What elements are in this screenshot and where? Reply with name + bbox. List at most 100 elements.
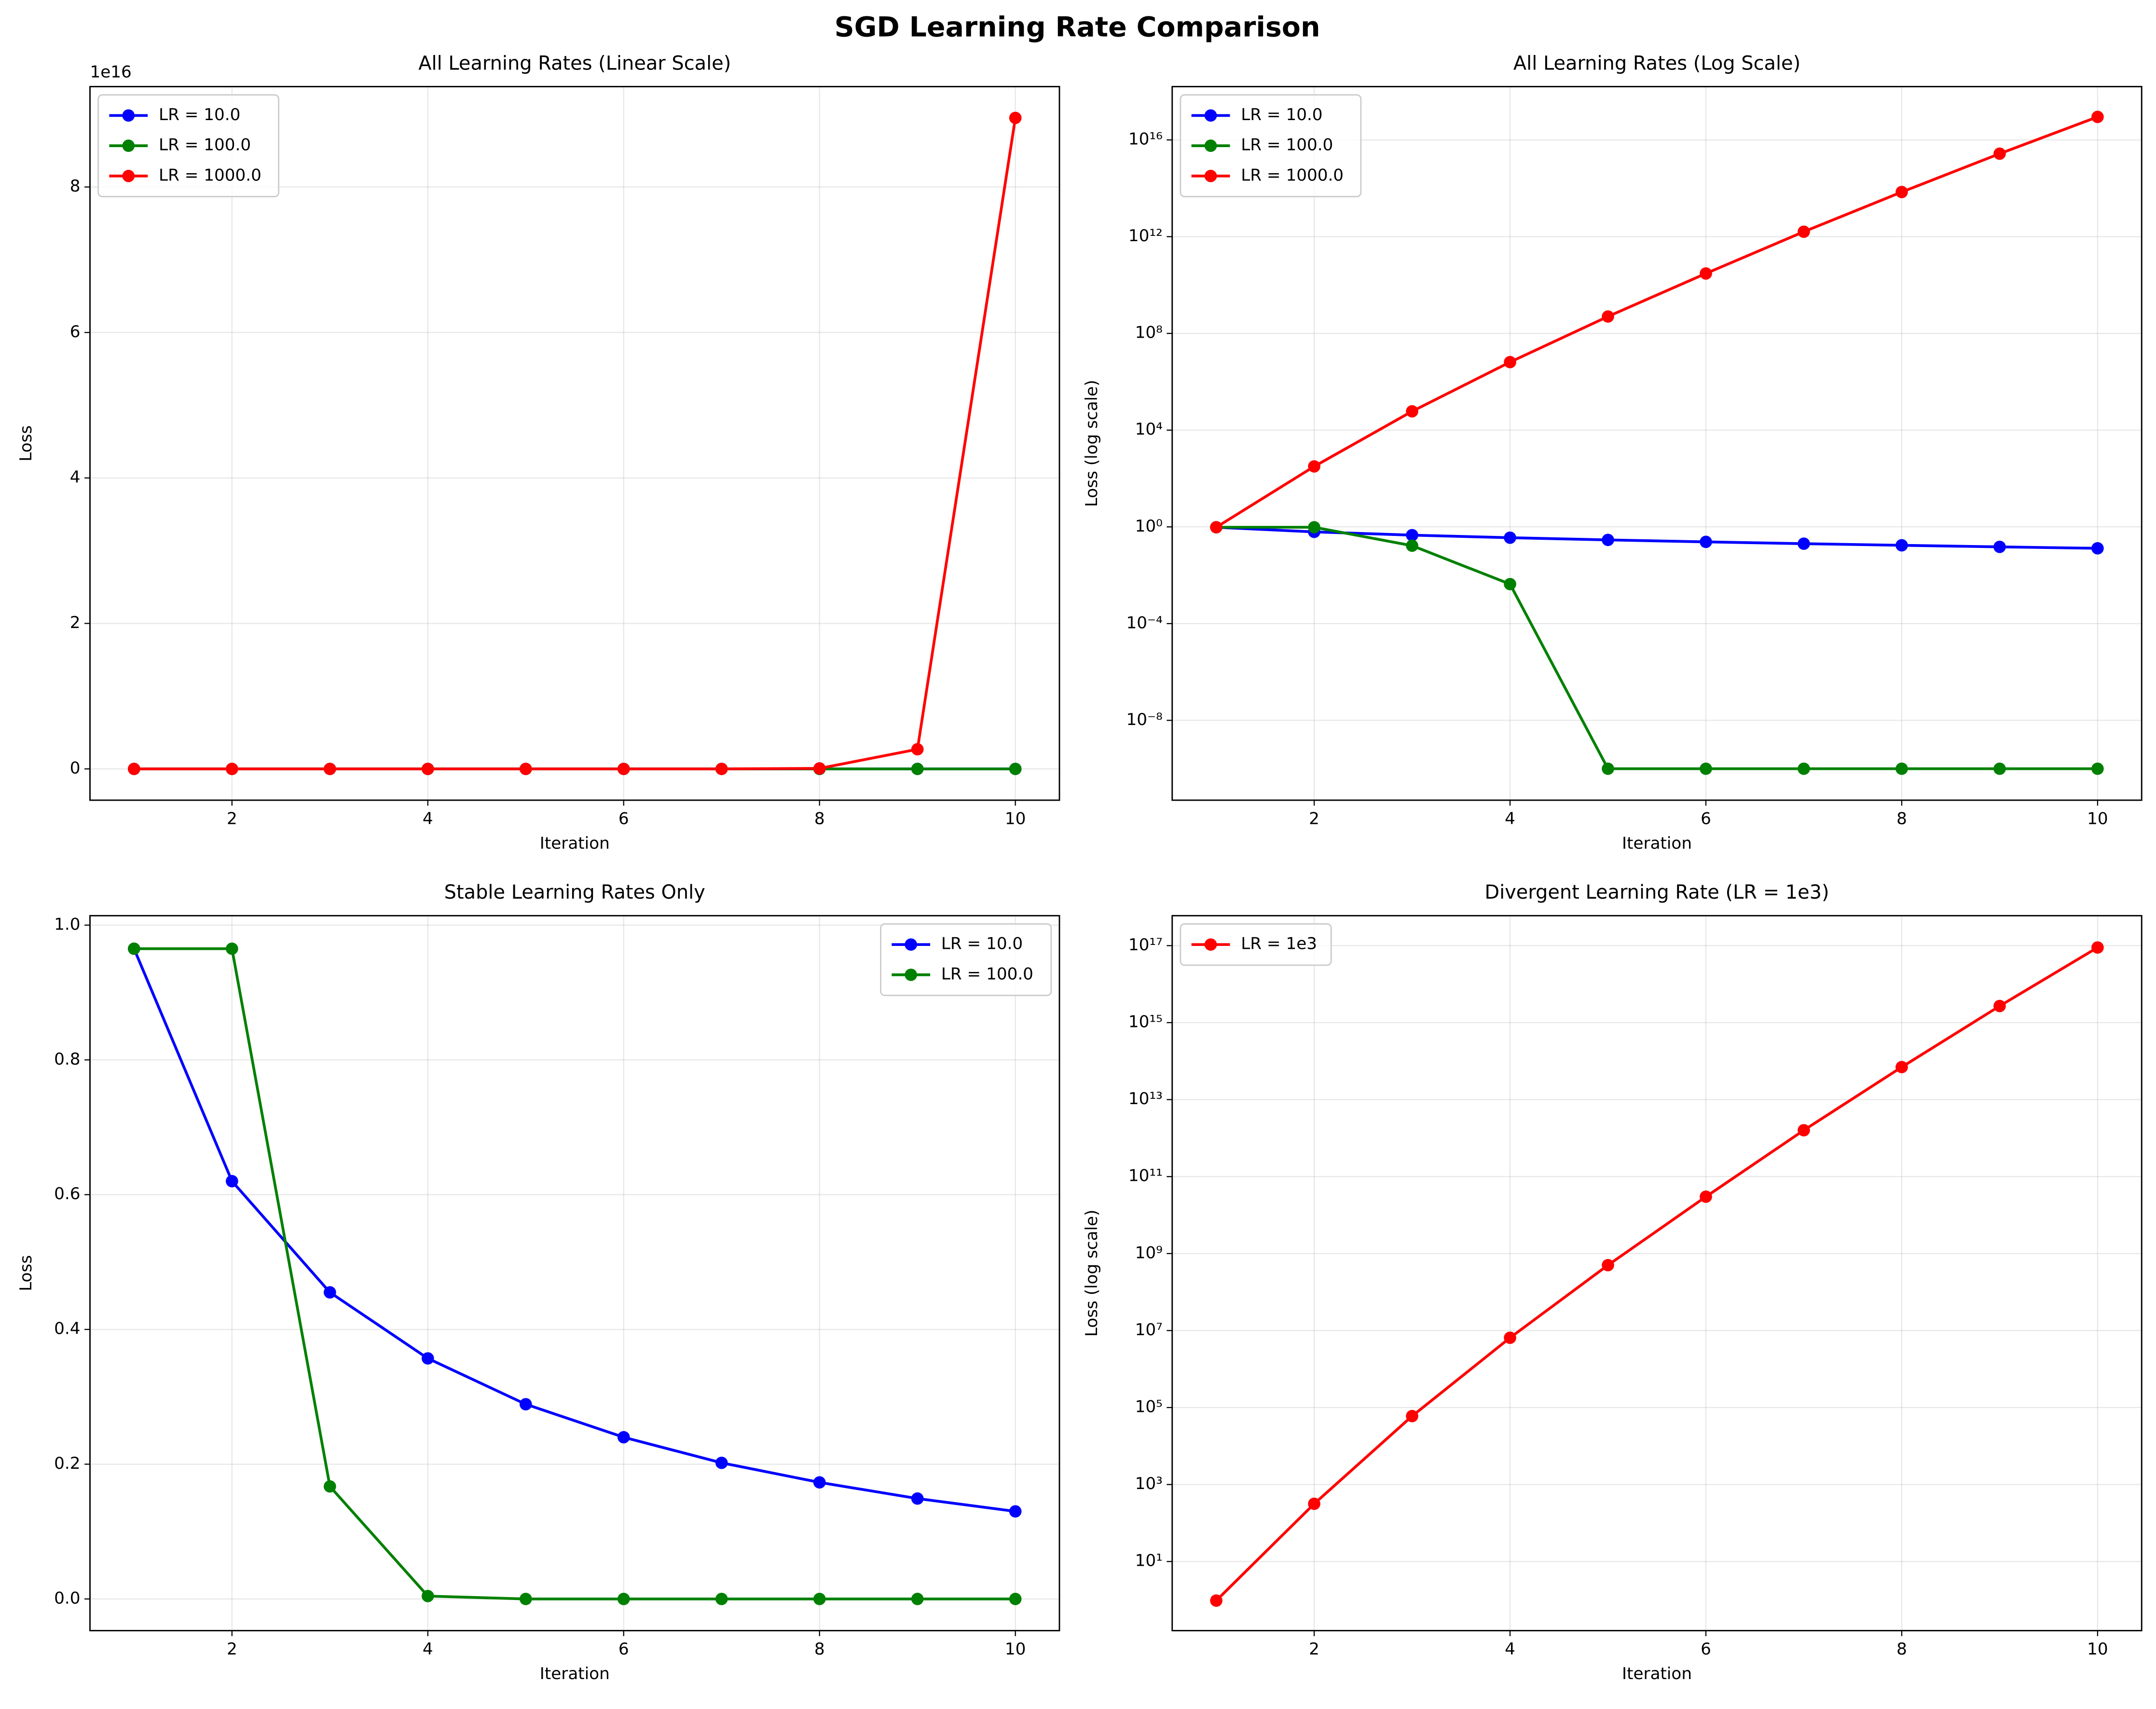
- marker: [421, 1352, 434, 1365]
- x-tick-label: 8: [1896, 1640, 1907, 1659]
- marker: [128, 763, 140, 775]
- marker: [226, 763, 238, 775]
- y-tick-label: 10⁴: [1135, 420, 1163, 439]
- x-tick-label: 4: [1505, 1640, 1515, 1659]
- marker: [1406, 405, 1418, 418]
- legend-marker: [1204, 938, 1217, 951]
- plot-frame: [1171, 915, 2142, 1631]
- x-tick-label: 4: [1505, 809, 1515, 828]
- marker: [519, 1593, 532, 1605]
- y-tick-label: 10¹⁵: [1128, 1012, 1163, 1032]
- marker: [1009, 1593, 1022, 1605]
- marker: [1700, 762, 1712, 775]
- line: [1216, 526, 2098, 550]
- x-tick-label: 6: [618, 1640, 629, 1659]
- marker: [617, 763, 630, 775]
- y-tick-label: 0.4: [54, 1319, 80, 1339]
- marker: [1700, 1190, 1712, 1203]
- x-tick-label: 8: [814, 1640, 825, 1659]
- legend-label: LR = 100.0: [1241, 136, 1333, 155]
- x-tick-label: 2: [1309, 809, 1319, 828]
- legend-box: [1180, 923, 1332, 966]
- x-tick-label: 2: [1309, 1640, 1319, 1659]
- marker: [1210, 521, 1222, 533]
- marker: [1993, 540, 2006, 553]
- marker: [226, 1175, 238, 1188]
- x-tick-label: 6: [618, 809, 629, 828]
- x-tick-label: 6: [1701, 1640, 1711, 1659]
- y-axis-label: Loss (log scale): [1082, 1210, 1101, 1337]
- series: [1210, 521, 2104, 775]
- marker: [715, 1593, 728, 1605]
- y-offset-label: 1e16: [90, 63, 132, 82]
- marker: [1700, 267, 1712, 280]
- chart-title: All Learning Rates (Linear Scale): [418, 52, 731, 74]
- marker: [1210, 1594, 1222, 1607]
- y-axis-label: Loss: [16, 425, 36, 462]
- legend-marker: [905, 938, 918, 951]
- marker: [421, 763, 434, 775]
- x-tick-label: 10: [2087, 809, 2108, 828]
- marker: [1009, 763, 1022, 775]
- x-axis-label: Iteration: [1622, 834, 1692, 853]
- marker: [813, 762, 826, 775]
- legend-label: LR = 1e3: [1241, 934, 1317, 954]
- marker: [617, 1593, 630, 1605]
- marker: [2091, 542, 2104, 555]
- marker: [323, 1480, 336, 1493]
- y-tick-label: 0: [70, 759, 81, 778]
- legend-label: LR = 10.0: [941, 934, 1023, 954]
- marker: [1602, 1259, 1614, 1271]
- marker: [1308, 460, 1320, 473]
- legend-marker: [1204, 109, 1217, 122]
- y-tick-label: 6: [70, 322, 81, 342]
- x-tick-label: 4: [423, 809, 433, 828]
- legend-label: LR = 1000.0: [159, 165, 261, 185]
- x-tick-label: 10: [1005, 1640, 1026, 1659]
- x-tick-label: 4: [423, 1640, 433, 1659]
- legend-marker: [1204, 139, 1217, 152]
- marker: [1602, 533, 1614, 547]
- y-tick-label: 10⁵: [1135, 1397, 1163, 1417]
- marker: [715, 1456, 728, 1469]
- line: [1216, 526, 2098, 770]
- y-tick-label: 10¹³: [1128, 1089, 1163, 1108]
- marker: [1993, 762, 2006, 775]
- plot-frame: [89, 86, 1060, 801]
- legend-label: LR = 100.0: [159, 136, 251, 155]
- marker: [1308, 1497, 1320, 1510]
- legend-box: [880, 923, 1052, 997]
- y-tick-label: 10¹¹: [1128, 1166, 1163, 1186]
- chart-title: Stable Learning Rates Only: [444, 881, 705, 903]
- marker: [1895, 762, 1908, 775]
- marker: [715, 763, 728, 775]
- y-tick-label: 0.2: [54, 1454, 80, 1473]
- y-tick-label: 10⁰: [1135, 517, 1163, 536]
- y-tick-label: 0.6: [54, 1184, 80, 1203]
- legend-marker: [122, 139, 135, 152]
- legend-marker: [122, 170, 135, 182]
- line: [1215, 946, 2099, 1602]
- y-tick-label: 2: [70, 613, 81, 632]
- marker: [1700, 535, 1712, 548]
- y-tick-label: 1.0: [54, 915, 80, 934]
- series: [1210, 110, 2104, 533]
- y-tick-label: 10¹: [1135, 1551, 1163, 1571]
- line: [133, 948, 1016, 1513]
- legend-marker: [1204, 170, 1217, 182]
- y-axis-label: Loss (log scale): [1082, 380, 1101, 507]
- chart-title: Divergent Learning Rate (LR = 1e3): [1484, 881, 1829, 903]
- x-tick-label: 10: [2087, 1640, 2108, 1659]
- marker: [323, 763, 336, 775]
- series: [128, 942, 1022, 1605]
- x-tick-label: 2: [227, 1640, 237, 1659]
- marker: [1406, 1409, 1418, 1422]
- y-tick-label: 10¹²: [1128, 226, 1163, 246]
- line: [134, 947, 1016, 1600]
- legend-box: [1180, 94, 1362, 198]
- y-tick-label: 10⁸: [1135, 323, 1163, 342]
- y-axis-label: Loss: [16, 1255, 36, 1291]
- marker: [1602, 762, 1614, 775]
